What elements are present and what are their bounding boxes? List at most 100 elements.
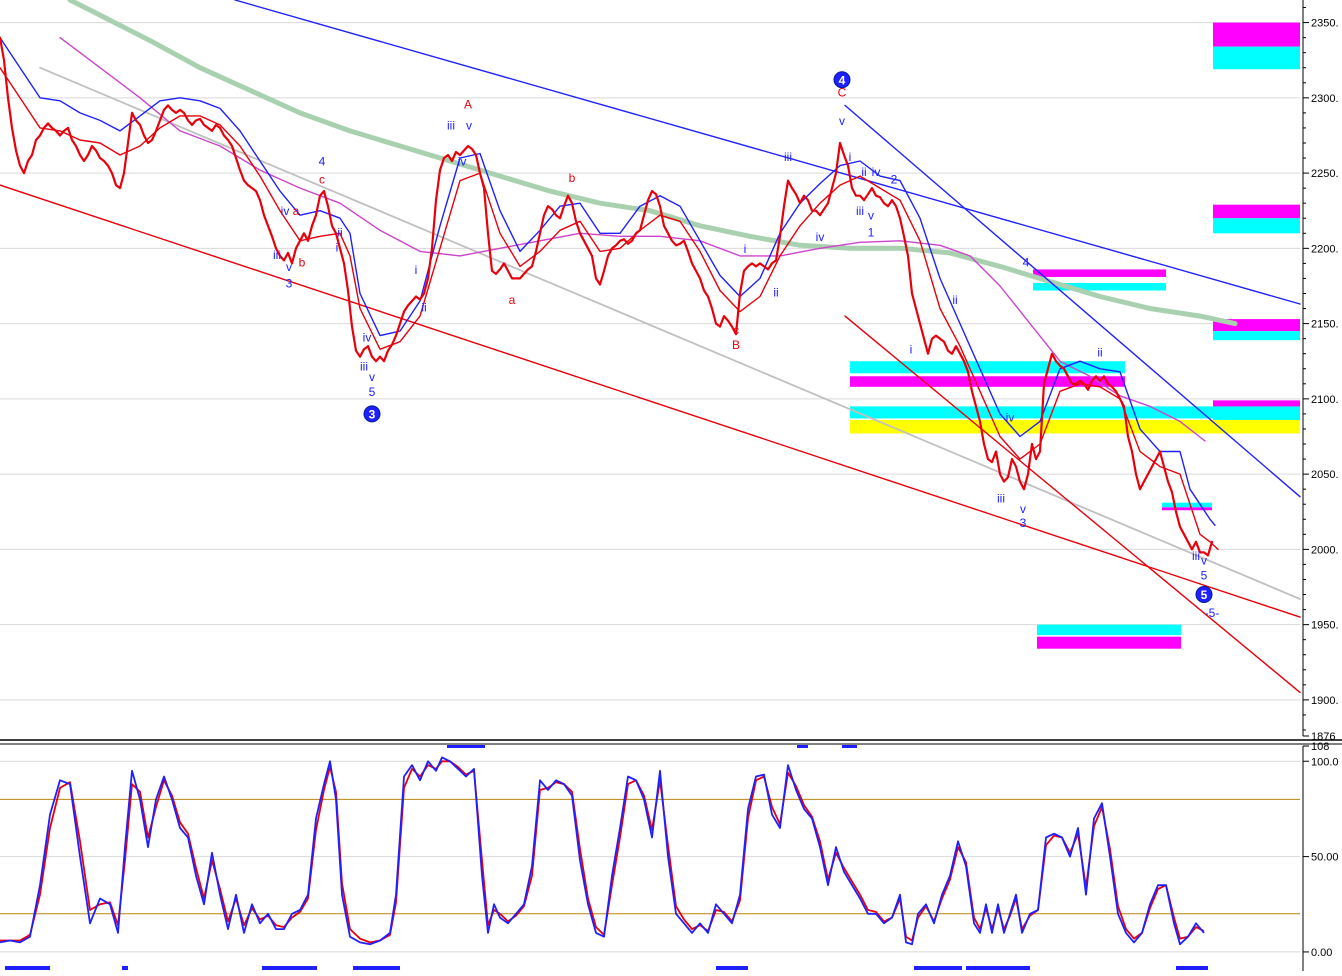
- series-line-long-moving-average: [0, 67, 1219, 551]
- target-zone: [1213, 22, 1300, 47]
- circled-wave-label: 4: [839, 73, 846, 87]
- wave-label: v: [868, 209, 874, 223]
- target-zone: [1033, 282, 1166, 291]
- series-line-upper-channel-line: [234, 0, 1301, 305]
- signal-marker-bar: [966, 966, 1030, 970]
- wave-label: iii: [273, 248, 281, 262]
- price-tick-label: 2350.: [1311, 18, 1339, 30]
- price-tick-label: 2200.: [1311, 243, 1339, 255]
- wave-label: iii: [784, 150, 792, 164]
- oscillator-tick-label: 100.0: [1311, 756, 1339, 768]
- target-zone: [1213, 331, 1300, 341]
- wave-label: iv: [281, 204, 290, 218]
- price-tick-label: 2300.: [1311, 93, 1339, 105]
- wave-label: 5: [1201, 568, 1208, 582]
- wave-label: v: [466, 118, 472, 132]
- target-zone: [1162, 502, 1212, 508]
- wave-label: ii: [1097, 346, 1102, 360]
- price-tick-label: 2250.: [1311, 168, 1339, 180]
- series-line-blue-downtrend-line: [844, 104, 1301, 498]
- series-line-price: [0, 36, 1214, 557]
- wave-label: 2: [891, 173, 898, 187]
- wave-label: ii: [861, 165, 866, 179]
- wave-label: iii: [447, 118, 455, 132]
- wave-label: 3: [286, 276, 293, 290]
- panel-divider: [0, 739, 1342, 745]
- wave-label: B: [732, 338, 740, 352]
- oscillator-panel-markers: [5, 745, 1208, 970]
- signal-marker-bar: [914, 966, 962, 970]
- wave-label: iii: [1192, 549, 1200, 563]
- price-tick-label: 1950.: [1311, 620, 1339, 632]
- target-zone: [1162, 507, 1212, 511]
- wave-label: A: [464, 97, 472, 111]
- circled-wave-marker: [1195, 586, 1213, 604]
- wave-label: v: [286, 260, 292, 274]
- oscillator-tick-label: 0.00: [1311, 947, 1332, 959]
- price-panel-y-axis: 2350. 2300. 2250. 2200. 2150. 2100. 2050. 2000.…: [1302, 0, 1339, 743]
- price-tick-label: 2100.: [1311, 394, 1339, 406]
- target-zone: [850, 376, 1125, 387]
- circled-wave-label: 3: [369, 407, 376, 421]
- series-line-magenta-moving-average: [59, 36, 1206, 442]
- wave-label: i: [415, 263, 418, 277]
- series-line-lower-channel-line: [0, 184, 1301, 618]
- target-zone: [1213, 218, 1300, 234]
- target-zone: [850, 419, 1300, 434]
- signal-marker-bar: [1176, 966, 1208, 970]
- oscillator-panel-lines: [0, 756, 1205, 946]
- circled-wave-marker: [363, 405, 381, 423]
- target-zone: [1213, 204, 1300, 219]
- signal-marker-bar: [842, 745, 857, 748]
- wave-label: C: [838, 85, 847, 99]
- wave-label: v: [1201, 553, 1207, 567]
- wave-label: -5-: [1205, 606, 1220, 620]
- series-line-gray-trend-line: [39, 66, 1301, 600]
- wave-label: i: [910, 343, 913, 357]
- wave-label: v: [369, 370, 375, 384]
- wave-label: iii: [997, 492, 1005, 506]
- wave-label: iii: [856, 204, 864, 218]
- wave-label: 4: [319, 155, 326, 169]
- wave-label: a: [293, 204, 300, 218]
- oscillator-panel-y-axis: 108 100.0 50.00 0.00: [1302, 741, 1339, 971]
- wave-label: a: [509, 293, 516, 307]
- price-panel-lines: [0, 0, 1301, 694]
- signal-marker-bar: [797, 745, 808, 748]
- wave-label: i: [849, 150, 852, 164]
- target-zone: [1037, 624, 1181, 636]
- wave-label: iv: [872, 165, 881, 179]
- signal-marker-bar: [447, 745, 485, 748]
- wave-label: v: [1020, 502, 1026, 516]
- wave-label: 3: [1020, 516, 1027, 530]
- wave-label: c: [733, 323, 739, 337]
- target-zone: [850, 406, 1300, 419]
- signal-marker-bar: [5, 966, 50, 970]
- wave-label: v: [839, 114, 845, 128]
- circled-wave-marker: [833, 71, 851, 89]
- wave-label: 4: [1023, 255, 1030, 269]
- signal-marker-bar: [262, 966, 317, 970]
- price-panel-grid: [0, 22, 1300, 701]
- target-zone: [1213, 46, 1300, 70]
- series-line-short-moving-average: [0, 36, 1216, 526]
- wave-label: i: [336, 240, 339, 254]
- wave-label: ii: [421, 301, 426, 315]
- signal-marker-bar: [122, 966, 128, 970]
- price-tick-label: 1900.: [1311, 695, 1339, 707]
- wave-label: iii: [360, 359, 368, 373]
- wave-label: b: [569, 171, 576, 185]
- wave-label: 5: [369, 385, 376, 399]
- wave-label: ii: [952, 293, 957, 307]
- series-line-red-downtrend-line: [844, 315, 1301, 694]
- oscillator-tick-label: 108: [1311, 741, 1329, 753]
- price-tick-label: 2150.: [1311, 319, 1339, 331]
- price-tick-label: 2050.: [1311, 469, 1339, 481]
- price-panel-zones: [850, 22, 1300, 649]
- signal-marker-bar: [353, 966, 400, 970]
- wave-label: iv: [816, 230, 825, 244]
- circled-wave-label: 5: [1201, 588, 1208, 602]
